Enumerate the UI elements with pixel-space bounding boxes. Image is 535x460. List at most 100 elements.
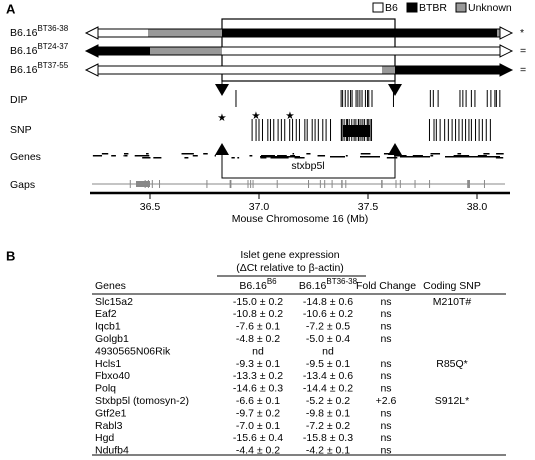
- table-cell: ns: [380, 420, 391, 432]
- gene: [294, 157, 305, 159]
- table-cell: Hcls1: [95, 358, 121, 370]
- table-cell: -13.4 ± 0.6: [303, 370, 353, 382]
- arrow-head: [215, 84, 229, 96]
- table-cell: -7.2 ± 0.2: [306, 420, 350, 432]
- gene: [272, 157, 282, 159]
- gene: [261, 155, 271, 157]
- table-cell: -9.8 ± 0.1: [306, 407, 350, 419]
- gene: [111, 155, 116, 157]
- gene: [292, 153, 295, 155]
- gene: [101, 153, 109, 155]
- table-cell: -6.6 ± 0.1: [236, 395, 280, 407]
- label-sup: BT37-55: [37, 61, 68, 70]
- strain-label: B6.16BT37-55: [10, 61, 69, 76]
- gene: [345, 155, 348, 157]
- label-sup: BT36-38: [37, 24, 68, 33]
- gene: [277, 157, 289, 159]
- axis-tick-label: 37.0: [249, 201, 270, 213]
- gene: [260, 157, 267, 159]
- table-cell: -4.2 ± 0.1: [306, 445, 350, 457]
- strain-mark: *: [520, 27, 524, 39]
- gene: [392, 157, 398, 159]
- gene: [214, 155, 216, 157]
- strain-segment: [222, 47, 500, 55]
- gene: [123, 155, 125, 157]
- table-cell: Stxbp5l (tomosyn-2): [95, 395, 189, 407]
- gene: [477, 155, 487, 157]
- gene: [123, 153, 126, 155]
- table-cell: -15.8 ± 0.3: [303, 432, 353, 444]
- table-cell: -7.2 ± 0.5: [306, 321, 350, 333]
- gene: [290, 155, 292, 157]
- gene: [306, 153, 311, 155]
- table-cell: ns: [380, 432, 391, 444]
- gene: [291, 155, 296, 157]
- gene: [462, 155, 470, 157]
- arrow-head: [499, 63, 514, 77]
- table-cell: ns: [380, 308, 391, 320]
- label-base: Fold Change: [356, 280, 416, 292]
- gene: [400, 156, 430, 158]
- gene: [483, 153, 490, 155]
- table-cell: Slc15a2: [95, 296, 133, 308]
- table-cell: -14.8 ± 0.6: [303, 296, 353, 308]
- gene: [496, 153, 504, 155]
- gene: [270, 157, 273, 159]
- strain-segment: [150, 47, 222, 55]
- gene: [445, 156, 500, 158]
- gene: [270, 155, 275, 157]
- axis-tick-label: 36.5: [140, 201, 161, 213]
- strain-mark: =: [520, 64, 526, 76]
- strain-segment: [98, 66, 382, 74]
- arrow-head: [84, 26, 99, 40]
- gene: [453, 155, 465, 157]
- gene: [330, 156, 345, 158]
- table-cell: -14.4 ± 0.2: [303, 383, 353, 395]
- strain-label: B6.16BT24-37: [10, 42, 69, 57]
- bracket: [221, 155, 396, 179]
- strain-segment: [98, 29, 148, 37]
- label-sup: B6: [267, 277, 277, 286]
- gene: [360, 156, 380, 158]
- gene: [125, 153, 129, 155]
- gene: [203, 153, 208, 155]
- table-cell: Fbxo40: [95, 370, 130, 382]
- strain-segment: [497, 29, 500, 37]
- track-label: Genes: [10, 151, 41, 163]
- snp-star: ★: [251, 110, 261, 122]
- table-cell: -5.0 ± 0.4: [306, 333, 350, 345]
- legend-label: B6: [385, 2, 398, 14]
- table-cell: -14.6 ± 0.3: [233, 383, 283, 395]
- column-header: Fold Change: [356, 280, 416, 292]
- gene: [360, 153, 371, 155]
- legend-swatch: [455, 2, 467, 13]
- table-cell: -9.7 ± 0.2: [236, 407, 280, 419]
- table-cell: Rabl3: [95, 420, 123, 432]
- table-cell: Polq: [95, 383, 116, 395]
- gene: [237, 157, 240, 159]
- group-header: Islet gene expression: [240, 249, 339, 261]
- snp-star: ★: [217, 112, 227, 124]
- strain-segment: [222, 29, 497, 37]
- arrow-head: [388, 84, 402, 96]
- gene: [430, 155, 434, 157]
- gene: [231, 157, 235, 159]
- label-base: B6.16: [10, 27, 38, 39]
- table-cell: -9.5 ± 0.1: [306, 358, 350, 370]
- gene: [495, 157, 504, 159]
- table-cell: ns: [380, 407, 391, 419]
- label-base: B6.16: [10, 45, 38, 57]
- gene: [397, 155, 407, 157]
- table-cell: ns: [380, 321, 391, 333]
- table-cell: -5.2 ± 0.2: [306, 395, 350, 407]
- panel-label: A: [6, 1, 16, 16]
- legend-label: BTBR: [419, 2, 447, 14]
- gene: [260, 156, 300, 158]
- group-header: (ΔCt relative to β-actin): [236, 262, 344, 274]
- table-cell: -7.0 ± 0.1: [236, 420, 280, 432]
- gene: [386, 157, 394, 159]
- table-cell: ns: [380, 296, 391, 308]
- strain-label: B6.16BT36-38: [10, 24, 69, 39]
- table-cell: -4.4 ± 0.2: [236, 445, 280, 457]
